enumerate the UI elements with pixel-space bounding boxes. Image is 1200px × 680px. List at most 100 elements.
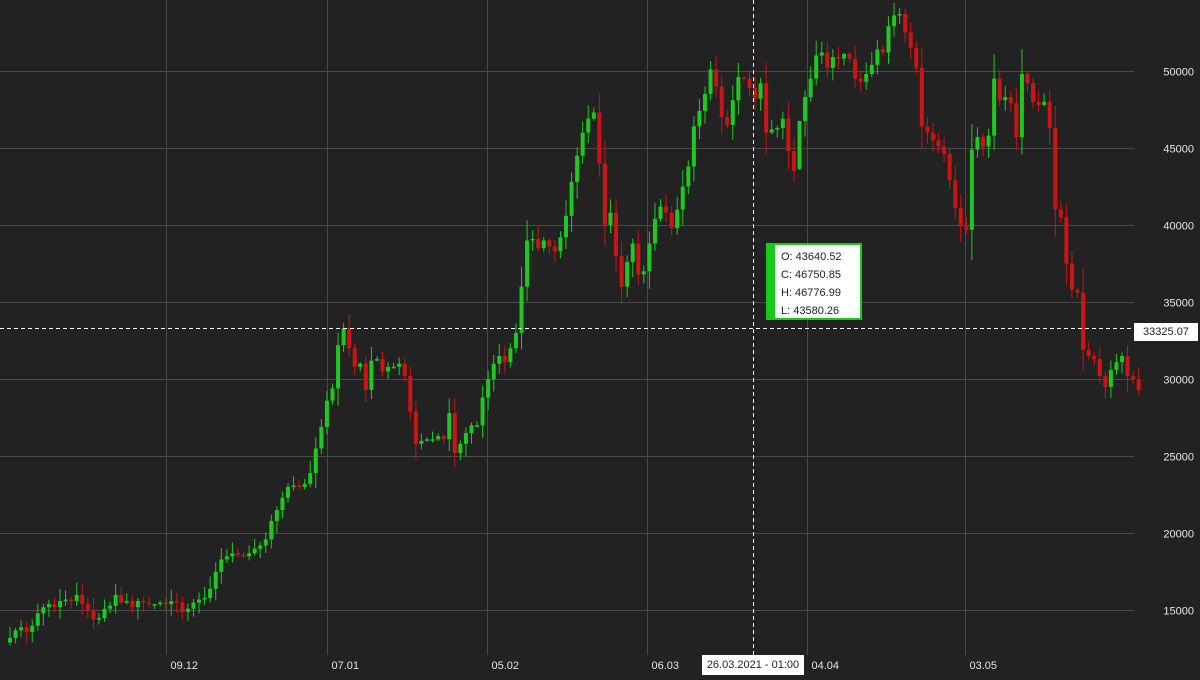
candle-body: [330, 388, 335, 401]
candle-body: [741, 77, 746, 79]
candle-body: [558, 237, 563, 252]
candle-body: [847, 53, 852, 59]
candle-body: [369, 360, 374, 390]
candle-body: [703, 94, 707, 112]
candle-body: [1086, 349, 1091, 357]
candle-body: [958, 208, 963, 227]
candle-body: [786, 118, 791, 152]
candle-body: [842, 53, 846, 59]
candle-body: [391, 366, 396, 369]
candle-body: [286, 487, 290, 498]
candle-body: [1108, 369, 1113, 387]
candle-body: [1047, 101, 1052, 128]
candle-body: [1058, 209, 1063, 218]
candle-body: [725, 117, 730, 125]
candle-body: [313, 448, 318, 474]
candle-body: [197, 599, 202, 603]
candle-body: [58, 601, 63, 608]
candle-body: [758, 83, 763, 99]
candle-body: [269, 520, 274, 540]
candle-body: [864, 74, 869, 82]
candle-body: [80, 594, 85, 605]
candle-body: [386, 366, 391, 372]
candle-body: [869, 64, 874, 75]
candle-body: [969, 149, 974, 230]
candle-body: [213, 571, 218, 589]
candle-body: [875, 49, 880, 65]
x-tick-label: 06.03: [652, 660, 680, 672]
candle-body: [569, 181, 574, 216]
candle-body: [697, 111, 702, 127]
candle-body: [892, 15, 897, 27]
candle-body: [96, 618, 101, 620]
x-tick-label: 03.05: [970, 660, 998, 672]
tooltip-high: H: 46776.99: [781, 287, 841, 299]
candle-body: [85, 604, 90, 611]
y-tick-label: 15000: [1163, 606, 1194, 618]
candle-body: [258, 545, 263, 549]
candle-body: [274, 510, 279, 521]
candle-body: [914, 47, 919, 68]
candle-body: [530, 238, 535, 241]
candle-body: [430, 439, 435, 441]
candle-body: [997, 78, 1002, 101]
candle-body: [241, 554, 246, 557]
candle-body: [925, 126, 930, 133]
candle-body: [630, 243, 635, 263]
candle-body: [1042, 101, 1047, 105]
candle-body: [652, 218, 657, 244]
candle-body: [513, 332, 518, 349]
candle-body: [1081, 292, 1086, 350]
candle-body: [575, 155, 580, 182]
candle-body: [897, 13, 902, 16]
candle-body: [930, 132, 935, 141]
tooltip-close: C: 46750.85: [781, 269, 841, 281]
candle-body: [463, 433, 468, 444]
candle-body: [52, 604, 57, 608]
candle-body: [113, 594, 118, 606]
candle-body: [363, 363, 368, 390]
candle-body: [747, 78, 752, 88]
candle-body: [819, 52, 824, 56]
candle-body: [981, 137, 985, 147]
candle-body: [425, 439, 429, 441]
candle-body: [691, 126, 696, 167]
candle-body: [536, 238, 541, 249]
candle-body: [1031, 83, 1036, 102]
y-tick-label: 40000: [1163, 221, 1194, 233]
candle-body: [992, 78, 997, 136]
candle-body: [41, 607, 46, 614]
candle-body: [486, 379, 491, 398]
candle-body: [46, 604, 51, 608]
candle-body: [564, 215, 568, 238]
ohlc-tooltip: O: 43640.52 C: 46750.85 H: 46776.99 L: 4…: [766, 243, 862, 320]
candle-body: [1097, 359, 1102, 377]
candle-body: [541, 240, 546, 249]
candle-body: [397, 363, 402, 367]
x-tick-label: 09.12: [171, 660, 199, 672]
candle-body: [797, 121, 802, 169]
candle-body: [185, 608, 190, 612]
grid: [0, 0, 1134, 655]
candle-body: [780, 118, 785, 128]
candle-body: [736, 77, 741, 101]
candle-body: [641, 271, 646, 275]
candle-body: [119, 594, 124, 603]
candle-body: [636, 243, 641, 275]
y-tick-label: 20000: [1163, 529, 1194, 541]
candle-body: [102, 608, 107, 618]
candle-body: [1014, 103, 1019, 138]
candle-body: [791, 151, 796, 172]
candle-body: [413, 411, 418, 444]
candle-body: [408, 376, 413, 412]
candle-body: [547, 240, 552, 247]
candle-body: [336, 345, 341, 389]
candle-body: [836, 57, 841, 59]
candle-body: [708, 69, 713, 95]
candle-body: [230, 553, 235, 557]
candle-body: [480, 397, 485, 426]
candle-body: [452, 413, 457, 454]
candle-body: [1092, 356, 1097, 360]
